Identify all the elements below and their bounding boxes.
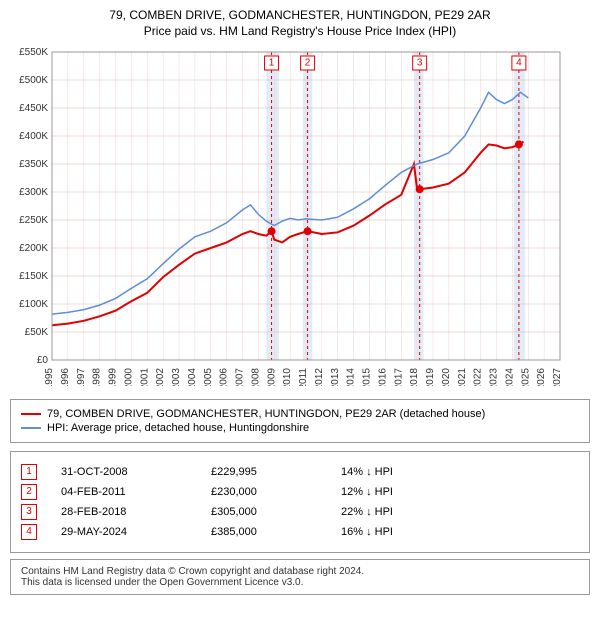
chart-container: 79, COMBEN DRIVE, GODMANCHESTER, HUNTING… <box>0 0 600 609</box>
y-tick-label: £450K <box>19 103 48 114</box>
price-marker <box>304 227 312 235</box>
y-tick-label: £500K <box>19 75 48 86</box>
y-tick-label: £400K <box>19 131 48 142</box>
x-tick-label: 1997 <box>76 368 87 386</box>
event-price: £385,000 <box>211 526 341 538</box>
event-row: 131-OCT-2008£229,99514% ↓ HPI <box>21 464 579 480</box>
x-tick-label: 2004 <box>187 368 198 386</box>
x-tick-label: 2005 <box>203 368 214 386</box>
y-tick-label: £100K <box>19 299 48 310</box>
x-tick-label: 1999 <box>108 368 119 386</box>
x-tick-label: 2014 <box>346 368 357 386</box>
legend-swatch <box>21 427 41 429</box>
x-tick-label: 2018 <box>409 368 420 386</box>
y-tick-label: £350K <box>19 159 48 170</box>
event-date: 04-FEB-2011 <box>37 486 211 498</box>
x-tick-label: 2022 <box>473 368 484 386</box>
event-row: 429-MAY-2024£385,00016% ↓ HPI <box>21 524 579 540</box>
x-tick-label: 2006 <box>219 368 230 386</box>
price-marker <box>515 140 523 148</box>
x-tick-label: 2015 <box>362 368 373 386</box>
event-marker-label: 3 <box>417 58 423 69</box>
price-marker <box>268 227 276 235</box>
x-tick-label: 2024 <box>504 368 515 386</box>
event-delta: 14% ↓ HPI <box>341 466 579 478</box>
event-number: 3 <box>21 504 37 520</box>
legend-row: HPI: Average price, detached house, Hunt… <box>21 422 579 434</box>
x-tick-label: 1996 <box>60 368 71 386</box>
event-date: 29-MAY-2024 <box>37 526 211 538</box>
footer: Contains HM Land Registry data © Crown c… <box>10 559 590 595</box>
x-tick-label: 2013 <box>330 368 341 386</box>
x-tick-label: 2026 <box>536 368 547 386</box>
legend-label: 79, COMBEN DRIVE, GODMANCHESTER, HUNTING… <box>47 408 485 420</box>
x-tick-label: 2020 <box>441 368 452 386</box>
x-tick-label: 2019 <box>425 368 436 386</box>
x-tick-label: 2009 <box>266 368 277 386</box>
event-delta: 22% ↓ HPI <box>341 506 579 518</box>
x-tick-label: 1998 <box>92 368 103 386</box>
x-tick-label: 2025 <box>520 368 531 386</box>
footer-line1: Contains HM Land Registry data © Crown c… <box>21 566 579 577</box>
event-price: £229,995 <box>211 466 341 478</box>
page-subtitle: Price paid vs. HM Land Registry's House … <box>10 24 590 38</box>
y-tick-label: £150K <box>19 271 48 282</box>
event-row: 328-FEB-2018£305,00022% ↓ HPI <box>21 504 579 520</box>
event-number: 4 <box>21 524 37 540</box>
x-tick-label: 2021 <box>457 368 468 386</box>
x-tick-label: 2027 <box>552 368 563 386</box>
legend-label: HPI: Average price, detached house, Hunt… <box>47 422 309 434</box>
line-chart-svg: 1 2 3 4 £0 £50K £100K £150K £200K £250K £300K £350K… <box>10 46 570 386</box>
x-tick-label: 2011 <box>298 368 309 386</box>
y-tick-label: £0 <box>37 355 49 366</box>
event-row: 204-FEB-2011£230,00012% ↓ HPI <box>21 484 579 500</box>
y-tick-label: £550K <box>19 47 48 58</box>
legend-row: 79, COMBEN DRIVE, GODMANCHESTER, HUNTING… <box>21 408 579 420</box>
x-tick-label: 2010 <box>282 368 293 386</box>
event-price: £305,000 <box>211 506 341 518</box>
chart: 1 2 3 4 £0 £50K £100K £150K £200K £250K £300K £350K… <box>10 46 590 391</box>
y-tick-label: £200K <box>19 243 48 254</box>
legend-swatch <box>21 413 41 415</box>
x-tick-label: 2003 <box>171 368 182 386</box>
x-tick-label: 2000 <box>123 368 134 386</box>
event-date: 28-FEB-2018 <box>37 506 211 518</box>
x-tick-label: 2023 <box>489 368 500 386</box>
event-price: £230,000 <box>211 486 341 498</box>
x-tick-label: 2002 <box>155 368 166 386</box>
price-marker <box>416 185 424 193</box>
y-tick-label: £250K <box>19 215 48 226</box>
event-marker-label: 1 <box>269 58 275 69</box>
x-tick-label: 1995 <box>44 368 55 386</box>
events-table: 131-OCT-2008£229,99514% ↓ HPI 204-FEB-201… <box>10 451 590 553</box>
legend: 79, COMBEN DRIVE, GODMANCHESTER, HUNTING… <box>10 399 590 443</box>
event-delta: 12% ↓ HPI <box>341 486 579 498</box>
x-tick-label: 2007 <box>235 368 246 386</box>
x-tick-label: 2001 <box>139 368 150 386</box>
event-marker-label: 4 <box>516 58 522 69</box>
event-date: 31-OCT-2008 <box>37 466 211 478</box>
event-marker-label: 2 <box>305 58 311 69</box>
x-tick-label: 2017 <box>393 368 404 386</box>
event-number: 1 <box>21 464 37 480</box>
x-tick-label: 2016 <box>377 368 388 386</box>
page-title: 79, COMBEN DRIVE, GODMANCHESTER, HUNTING… <box>10 8 590 22</box>
event-delta: 16% ↓ HPI <box>341 526 579 538</box>
event-number: 2 <box>21 484 37 500</box>
y-tick-label: £300K <box>19 187 48 198</box>
x-tick-label: 2012 <box>314 368 325 386</box>
footer-line2: This data is licensed under the Open Gov… <box>21 577 579 588</box>
y-tick-label: £50K <box>25 327 49 338</box>
x-tick-label: 2008 <box>250 368 261 386</box>
